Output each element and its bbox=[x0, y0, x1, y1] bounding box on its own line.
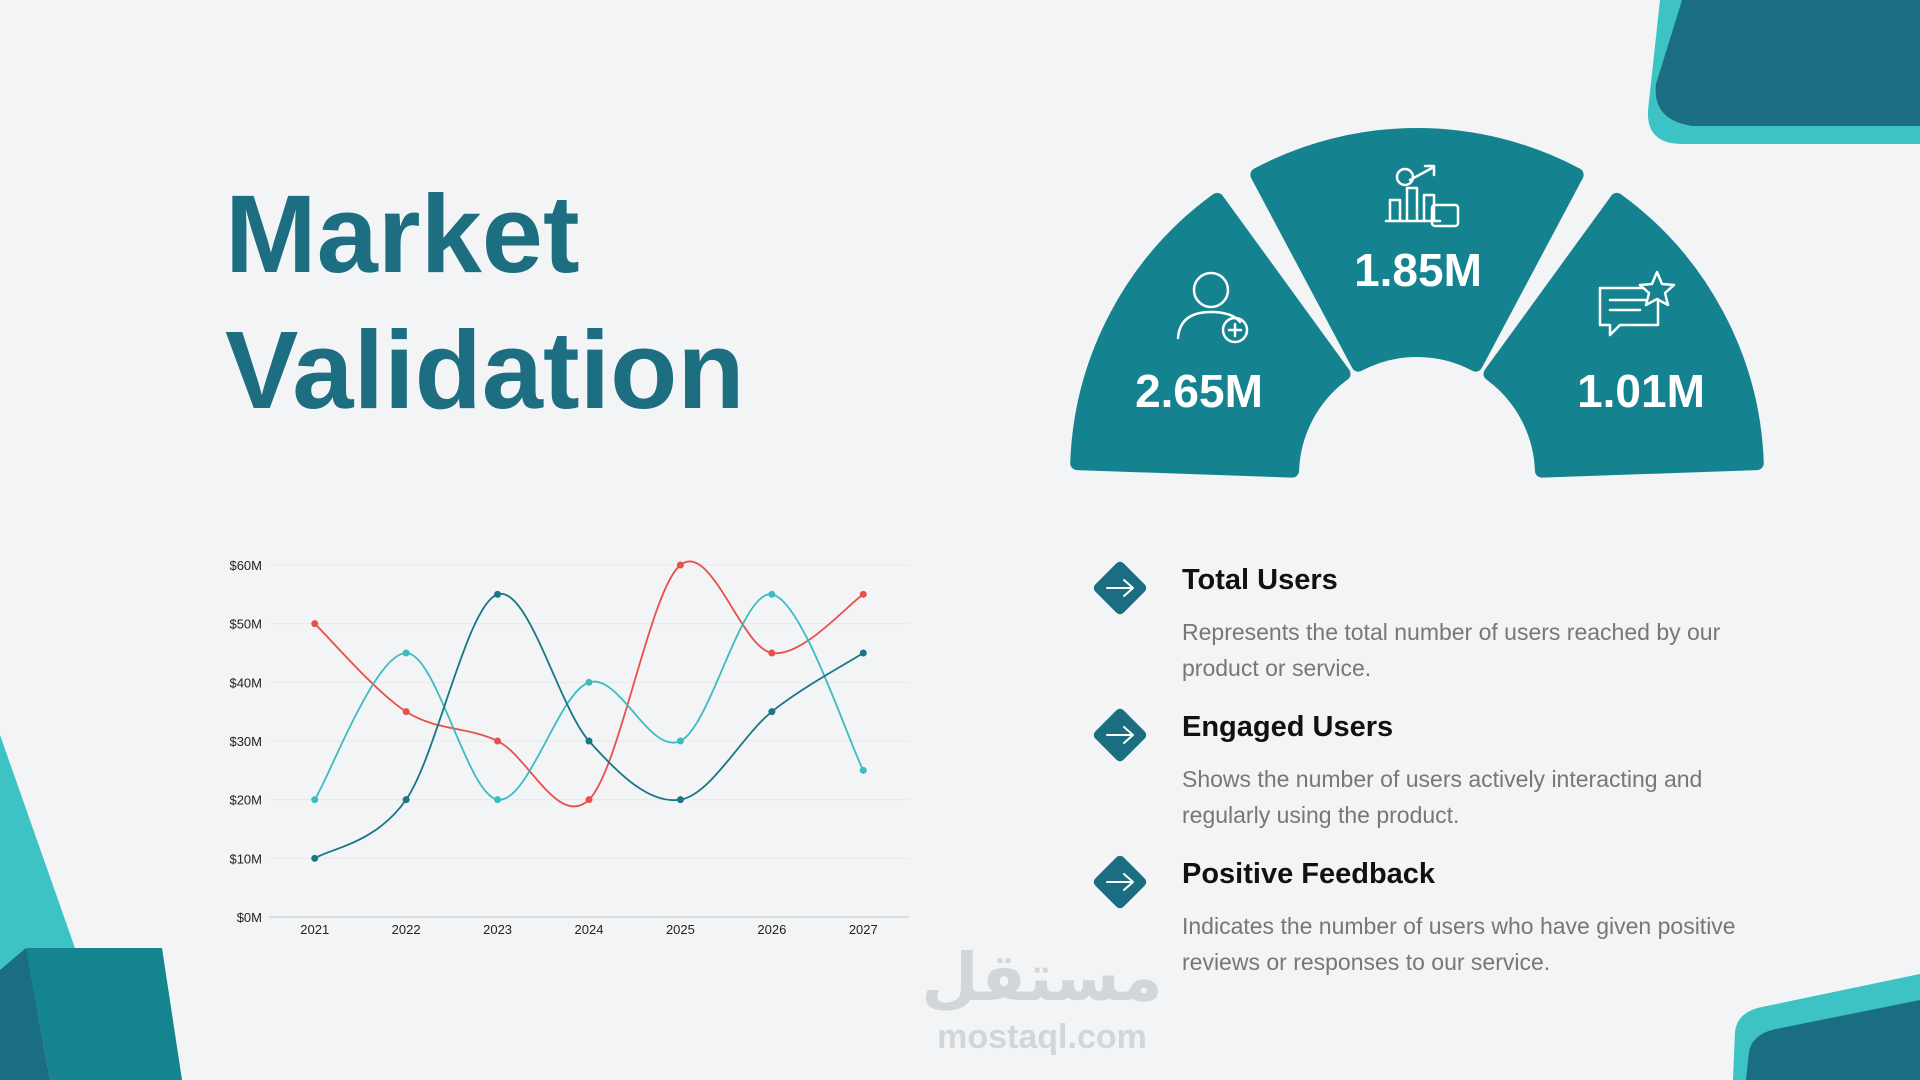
data-point bbox=[768, 590, 776, 598]
item-description: Represents the total number of users rea… bbox=[1182, 619, 1721, 645]
metric-value: 1.85M bbox=[1354, 244, 1482, 296]
series-line bbox=[314, 593, 864, 860]
data-point bbox=[676, 796, 684, 804]
icon bbox=[1430, 203, 1460, 228]
gauge-segment bbox=[1250, 128, 1584, 372]
gauge-segment bbox=[1483, 192, 1764, 478]
data-point bbox=[311, 796, 319, 804]
item-description: reviews or responses to our service. bbox=[1182, 949, 1550, 975]
icon bbox=[1221, 316, 1249, 344]
data-point bbox=[676, 561, 684, 569]
y-tick-label: $10M bbox=[229, 851, 262, 866]
y-tick-label: $0M bbox=[237, 910, 262, 925]
item-title: Total Users bbox=[1182, 564, 1338, 596]
x-tick-label: 2021 bbox=[300, 922, 329, 937]
data-point bbox=[768, 708, 776, 716]
watermark: مستقل bbox=[921, 939, 1162, 1016]
bullet-arrow bbox=[1106, 873, 1134, 891]
data-point bbox=[494, 590, 502, 598]
y-tick-label: $20M bbox=[229, 793, 262, 808]
item-title: Engaged Users bbox=[1182, 711, 1393, 743]
feature-list: Total Users Represents the total number o… bbox=[1093, 561, 1736, 975]
icon bbox=[1192, 271, 1230, 309]
data-point bbox=[859, 766, 867, 774]
data-point bbox=[402, 796, 410, 804]
gauge-segment bbox=[1070, 192, 1351, 478]
y-tick-label: $40M bbox=[229, 675, 262, 690]
bullet-arrow bbox=[1106, 579, 1134, 597]
bullet-arrow bbox=[1106, 726, 1134, 744]
item-description: regularly using the product. bbox=[1182, 802, 1459, 828]
data-point bbox=[585, 678, 593, 686]
watermark: mostaql.com bbox=[937, 1018, 1147, 1056]
x-tick-label: 2024 bbox=[575, 922, 604, 937]
item-title: Positive Feedback bbox=[1182, 858, 1436, 890]
y-tick-label: $60M bbox=[229, 558, 262, 573]
decor bbox=[1655, 0, 1920, 126]
metric-value: 1.01M bbox=[1577, 365, 1705, 417]
data-point bbox=[311, 854, 319, 862]
x-tick-label: 2026 bbox=[757, 922, 786, 937]
item-description: Indicates the number of users who have g… bbox=[1182, 913, 1736, 939]
data-point bbox=[768, 649, 776, 657]
x-tick-label: 2025 bbox=[666, 922, 695, 937]
icon bbox=[1227, 322, 1243, 338]
item-description: product or service. bbox=[1182, 655, 1371, 681]
y-tick-label: $50M bbox=[229, 617, 262, 632]
x-tick-label: 2023 bbox=[483, 922, 512, 937]
y-tick-label: $30M bbox=[229, 734, 262, 749]
decor bbox=[0, 948, 50, 1080]
item-description: Shows the number of users actively inter… bbox=[1182, 766, 1702, 792]
data-point bbox=[494, 737, 502, 745]
x-tick-label: 2022 bbox=[392, 922, 421, 937]
data-point bbox=[859, 649, 867, 657]
title: Market bbox=[225, 173, 580, 296]
metric-value: 2.65M bbox=[1135, 365, 1263, 417]
icon bbox=[1638, 270, 1676, 307]
x-tick-label: 2027 bbox=[849, 922, 878, 937]
data-point bbox=[676, 737, 684, 745]
gauge: 2.65M 1.85M 1.01M bbox=[1070, 128, 1764, 478]
line-chart: $0M $10M $20M $30M $40M $50M $60M 2021 2022 2023 2… bbox=[229, 558, 909, 937]
icon bbox=[1395, 167, 1415, 187]
data-point bbox=[402, 649, 410, 657]
decor bbox=[1746, 1000, 1920, 1080]
data-point bbox=[859, 590, 867, 598]
data-point bbox=[585, 737, 593, 745]
data-point bbox=[311, 620, 319, 628]
title: Validation bbox=[225, 309, 745, 432]
icon bbox=[1384, 164, 1442, 223]
decor bbox=[26, 948, 182, 1080]
data-point bbox=[494, 796, 502, 804]
data-point bbox=[585, 796, 593, 804]
data-point bbox=[402, 708, 410, 716]
